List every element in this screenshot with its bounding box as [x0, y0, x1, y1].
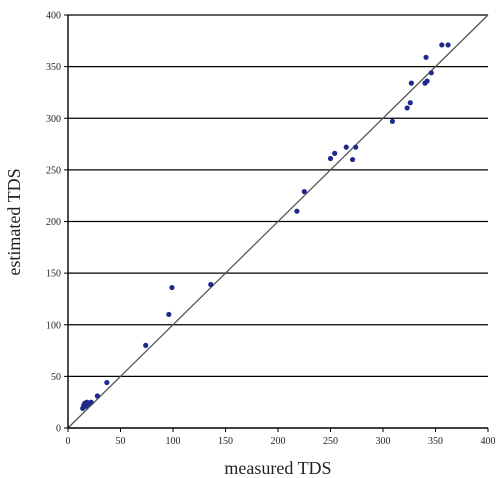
data-point [104, 379, 110, 386]
reference-line [67, 14, 489, 429]
data-point [349, 156, 356, 163]
data-point [88, 399, 94, 405]
data-point [407, 100, 413, 106]
y-axis-title: estimated TDS [4, 168, 24, 275]
data-point [332, 150, 338, 156]
data-point [166, 311, 172, 318]
x-tick-label: 50 [116, 436, 126, 447]
data-point [143, 342, 149, 348]
data-point [445, 42, 451, 48]
x-tick-label: 0 [66, 436, 71, 447]
y-tick-label: 250 [46, 165, 61, 176]
x-tick-label: 400 [481, 436, 496, 447]
data-point [408, 80, 414, 86]
data-point [343, 144, 349, 150]
data-point [169, 284, 175, 291]
data-point [439, 42, 445, 48]
data-point [389, 118, 396, 124]
y-tick-label: 200 [46, 217, 61, 228]
x-tick-label: 200 [271, 436, 286, 447]
y-tick-label: 50 [51, 372, 61, 383]
x-tick-label: 350 [428, 436, 443, 447]
x-tick-label: 150 [218, 436, 233, 447]
y-tick-label: 100 [46, 320, 61, 331]
x-tick-label: 250 [323, 436, 338, 447]
data-point [424, 78, 430, 84]
y-tick-label: 150 [46, 269, 61, 280]
x-axis-title: measured TDS [224, 458, 331, 478]
data-point [294, 208, 300, 214]
data-point [94, 393, 100, 399]
y-axis: 0 50 100 150 200 250 300 350 400 [46, 11, 69, 435]
x-axis: 0 50 100 150 200 250 300 350 400 [66, 427, 496, 447]
y-tick-label: 0 [56, 424, 61, 435]
data-point [301, 188, 307, 195]
y-tick-label: 300 [46, 114, 61, 125]
data-point [327, 155, 334, 162]
data-point [353, 144, 359, 150]
y-tick-label: 400 [46, 11, 61, 22]
data-point [208, 281, 214, 288]
data-points [80, 42, 451, 411]
y-tick-label: 350 [46, 62, 61, 73]
x-tick-label: 100 [166, 436, 181, 447]
data-point [423, 54, 429, 60]
grid-lines [68, 14, 488, 378]
x-tick-label: 300 [376, 436, 391, 447]
data-point [428, 70, 434, 76]
data-point [404, 105, 410, 111]
